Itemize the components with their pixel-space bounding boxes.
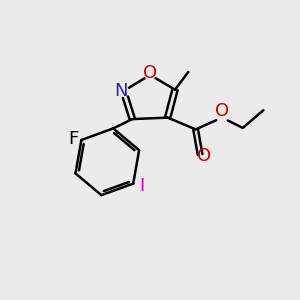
Text: F: F [68, 130, 78, 148]
Text: O: O [143, 64, 157, 82]
Text: I: I [139, 178, 144, 196]
Text: O: O [197, 147, 212, 165]
Text: N: N [114, 82, 128, 100]
Text: O: O [215, 102, 229, 120]
